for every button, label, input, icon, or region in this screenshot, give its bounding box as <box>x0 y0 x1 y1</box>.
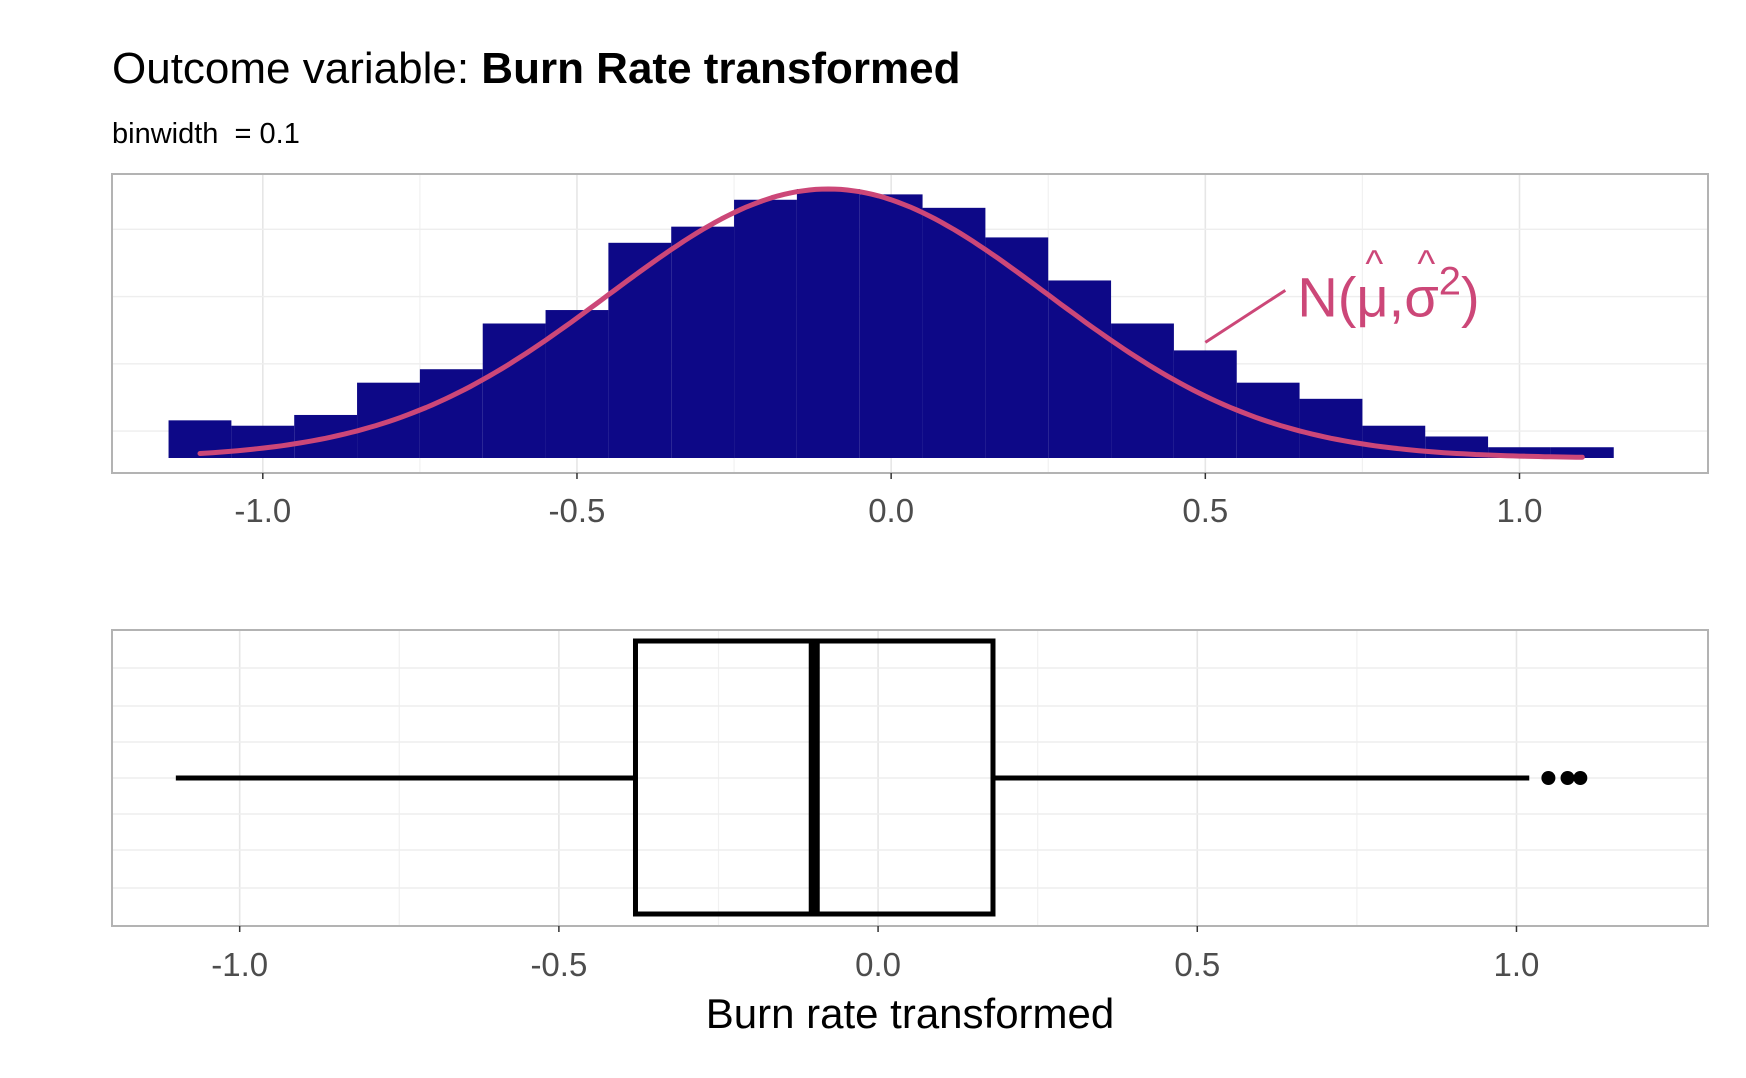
outlier-point <box>1573 771 1588 785</box>
title-prefix: Outcome variable: <box>112 44 470 93</box>
normal-density-curve <box>197 186 1585 460</box>
histogram-bar <box>796 189 860 458</box>
x-tick-label: 0.0 <box>868 492 914 529</box>
annotation-sigma-hat: ^ <box>1417 243 1435 285</box>
histogram-bar <box>1550 447 1614 458</box>
annotation-suffix: ) <box>1461 265 1480 328</box>
histogram-bar <box>671 226 735 458</box>
histogram-bar <box>1488 447 1551 458</box>
histogram-bar <box>1362 425 1426 458</box>
annotation-leader-line <box>1204 289 1287 344</box>
annotation-comma: , <box>1389 265 1405 328</box>
x-axis-label: Burn rate transformed <box>705 990 1115 1037</box>
x-tick-label: 0.5 <box>1174 946 1220 983</box>
annotation-mu: μ <box>1356 265 1388 328</box>
histogram-bar <box>231 425 295 458</box>
outlier-point <box>1541 771 1556 785</box>
x-tick-label: -1.0 <box>211 946 268 983</box>
histogram-bar <box>1299 398 1363 458</box>
density-annotation: N(μ,σ2) <box>1297 259 1479 328</box>
boxplot-panel-border <box>111 629 1709 927</box>
histogram-bar <box>1048 280 1112 458</box>
histogram-bar <box>734 199 797 458</box>
histogram-panel: N(μ,σ2)^ ^-1.0 -0.5 0.0 0.5 1.0 <box>111 173 1709 529</box>
outlier-point <box>1560 771 1575 785</box>
boxplot-panel: -1.0 -0.5 0.0 0.5 1.0 <box>111 629 1709 983</box>
histogram-bar <box>1111 323 1174 458</box>
x-tick-label: -0.5 <box>549 492 606 529</box>
x-tick-label: 0.5 <box>1182 492 1228 529</box>
annotation-prefix: N( <box>1297 265 1356 328</box>
x-tick-label: 0.0 <box>855 946 901 983</box>
histogram-bar <box>608 242 672 458</box>
x-tick-label: 1.0 <box>1497 492 1543 529</box>
annotation-exponent: 2 <box>1439 259 1461 303</box>
chart-title: Outcome variable: Burn Rate transformed <box>112 44 960 94</box>
x-tick-label: -1.0 <box>234 492 291 529</box>
x-tick-label: -0.5 <box>530 946 587 983</box>
x-tick-label: 1.0 <box>1494 946 1540 983</box>
histogram-bar <box>482 323 546 458</box>
histogram-panel-border <box>111 173 1709 474</box>
title-variable: Burn Rate transformed <box>481 44 961 93</box>
histogram-bar <box>922 207 986 458</box>
annotation-mu-hat: ^ <box>1365 243 1383 285</box>
annotation-sigma: σ <box>1404 265 1439 328</box>
histogram-bar <box>859 194 923 458</box>
chart-subtitle: binwidth = 0.1 <box>112 118 300 150</box>
